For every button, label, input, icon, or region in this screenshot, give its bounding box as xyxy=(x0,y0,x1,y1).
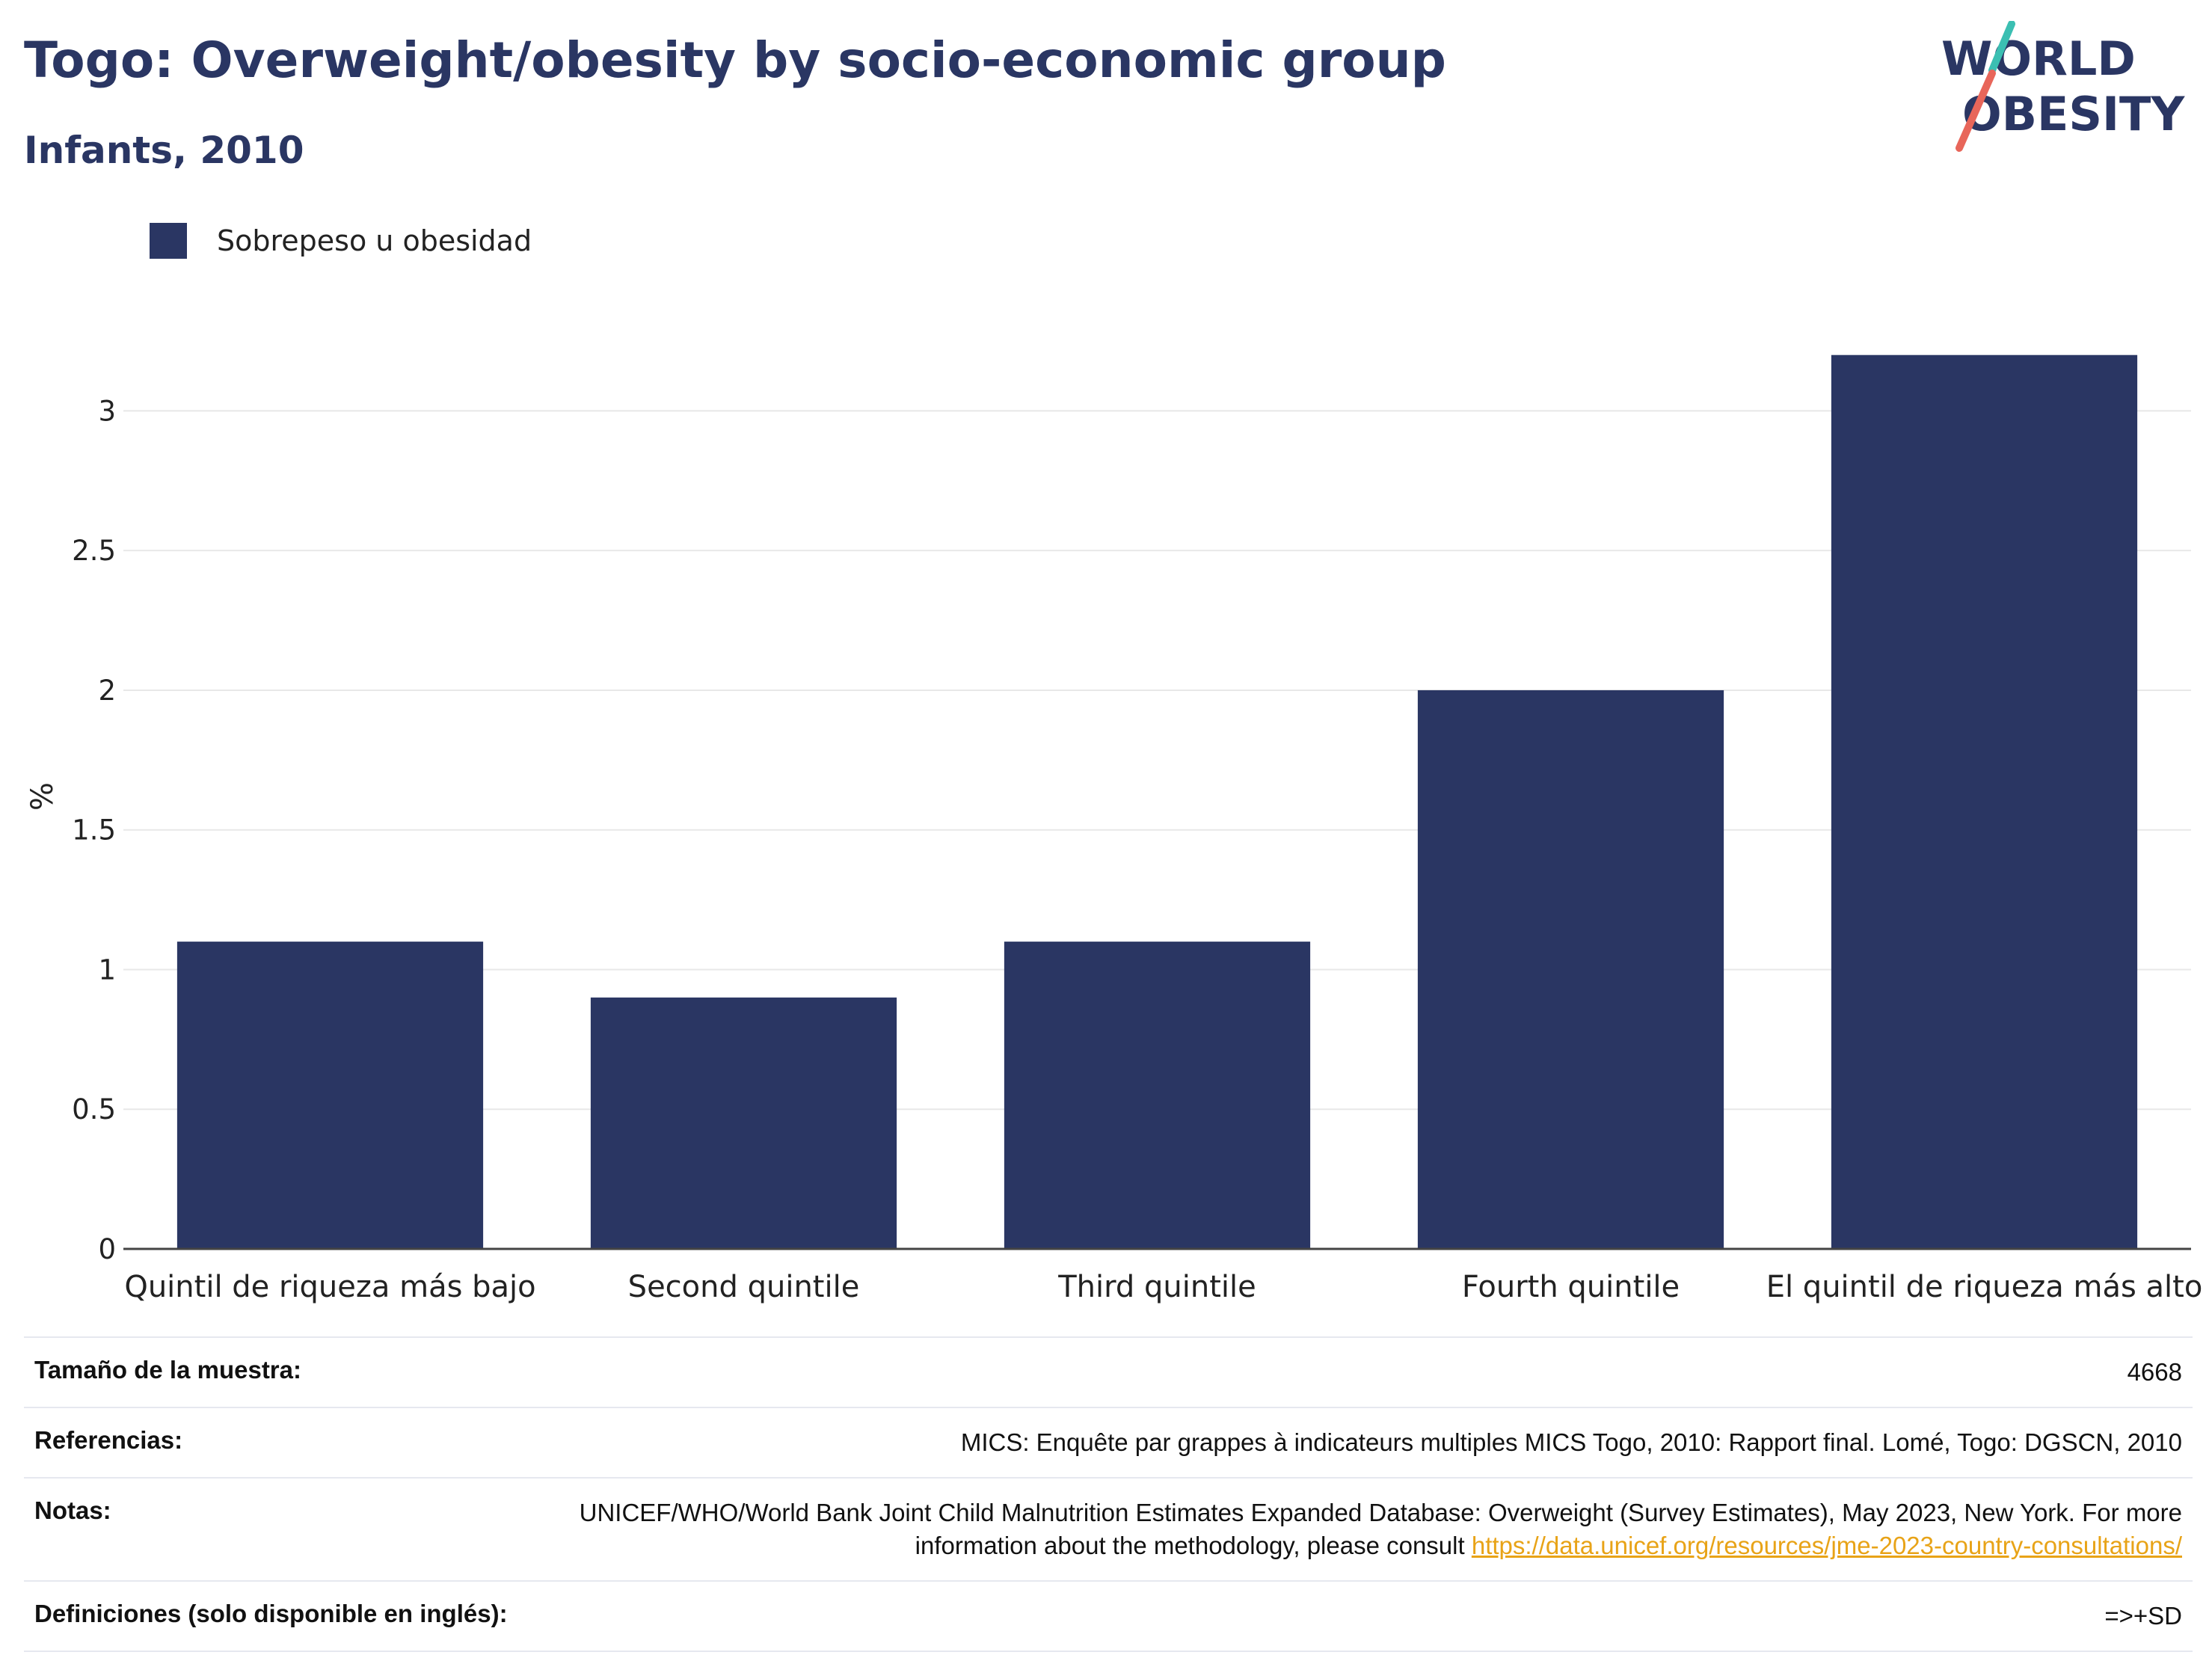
logo-line2: OBESITY xyxy=(1962,87,2185,141)
x-tick-label: Third quintile xyxy=(1057,1270,1256,1304)
y-tick-label: 1 xyxy=(98,954,116,986)
methodology-link[interactable]: https://data.unicef.org/resources/jme-20… xyxy=(1471,1532,2182,1559)
legend-label: Sobrepeso u obesidad xyxy=(217,224,532,257)
x-tick-label: Fourth quintile xyxy=(1462,1270,1680,1304)
x-tick-label: Quintil de riqueza más bajo xyxy=(124,1270,535,1304)
references-value: MICS: Enquête par grappes à indicateurs … xyxy=(960,1428,2182,1456)
x-tick-label: Second quintile xyxy=(628,1270,860,1304)
info-table: Tamaño de la muestra: 4668 Referencias: … xyxy=(24,1336,2193,1652)
page-subtitle: Infants, 2010 xyxy=(24,129,304,172)
y-tick-label: 0.5 xyxy=(72,1093,116,1126)
page-title: Togo: Overweight/obesity by socio-econom… xyxy=(24,31,1446,89)
world-obesity-logo: WORLD OBESITY xyxy=(1941,21,2185,152)
logo-slash-teal xyxy=(1988,21,2015,74)
info-row-references: Referencias: MICS: Enquête par grappes à… xyxy=(24,1407,2193,1477)
bar xyxy=(1004,942,1311,1249)
bar xyxy=(1831,354,2138,1250)
definitions-value: =>+SD xyxy=(2104,1602,2182,1630)
sample-size-value: 4668 xyxy=(2127,1358,2182,1386)
y-tick-label: 2 xyxy=(98,675,116,707)
bar xyxy=(176,942,484,1249)
y-axis-label: % xyxy=(25,782,60,811)
info-row-notes: Notas: UNICEF/WHO/World Bank Joint Child… xyxy=(24,1477,2193,1580)
notes-value: UNICEF/WHO/World Bank Joint Child Malnut… xyxy=(574,1496,2182,1562)
y-tick-label: 0 xyxy=(98,1233,116,1265)
bar xyxy=(590,997,897,1249)
x-tick-label: El quintil de riqueza más alto xyxy=(1766,1270,2203,1304)
legend: Sobrepeso u obesidad xyxy=(150,223,532,259)
bar-chart: 0 0.5 1 1.5 2 2.5 3% Quintil de riqueza más baj… xyxy=(25,354,2203,1304)
y-tick-label: 2.5 xyxy=(72,535,116,567)
info-row-sample: Tamaño de la muestra: 4668 xyxy=(24,1336,2193,1407)
legend-swatch xyxy=(150,223,187,259)
y-tick-label: 1.5 xyxy=(72,814,116,847)
notes-label: Notas: xyxy=(34,1496,111,1524)
bar xyxy=(1417,690,1724,1249)
definitions-label: Definiciones (solo disponible en inglés)… xyxy=(34,1600,508,1627)
y-tick-label: 3 xyxy=(98,395,116,427)
logo-line1: WORLD xyxy=(1941,31,2136,86)
sample-size-label: Tamaño de la muestra: xyxy=(34,1356,301,1384)
notes-text: UNICEF/WHO/World Bank Joint Child Malnut… xyxy=(579,1499,2182,1559)
info-row-definitions: Definiciones (solo disponible en inglés)… xyxy=(24,1580,2193,1652)
logo-slash-coral xyxy=(1956,70,1996,152)
references-label: Referencias: xyxy=(34,1426,183,1454)
